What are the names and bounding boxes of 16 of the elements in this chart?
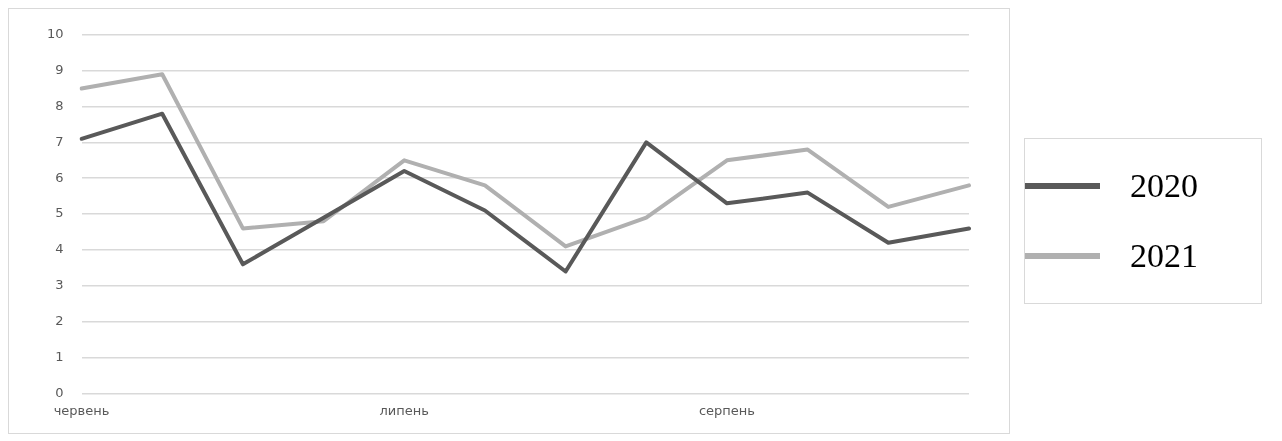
- y-tick-label: 3: [55, 277, 64, 293]
- y-tick-label: 10: [47, 26, 64, 42]
- y-tick-label: 5: [55, 205, 64, 221]
- x-tick-label: серпень: [698, 402, 755, 418]
- y-tick-label: 0: [55, 384, 64, 400]
- y-tick-label: 4: [55, 241, 64, 257]
- y-tick-label: 1: [55, 348, 64, 364]
- y-tick-label: 2: [55, 313, 64, 329]
- legend-label: 2021: [1130, 237, 1198, 275]
- y-tick-label: 7: [55, 133, 64, 149]
- x-tick-label: червень: [53, 402, 110, 418]
- x-tick-label: липень: [379, 402, 429, 418]
- y-tick-label: 8: [55, 97, 64, 113]
- y-tick-label: 6: [55, 169, 64, 185]
- y-tick-label: 9: [55, 62, 64, 78]
- legend-label: 2020: [1130, 167, 1198, 205]
